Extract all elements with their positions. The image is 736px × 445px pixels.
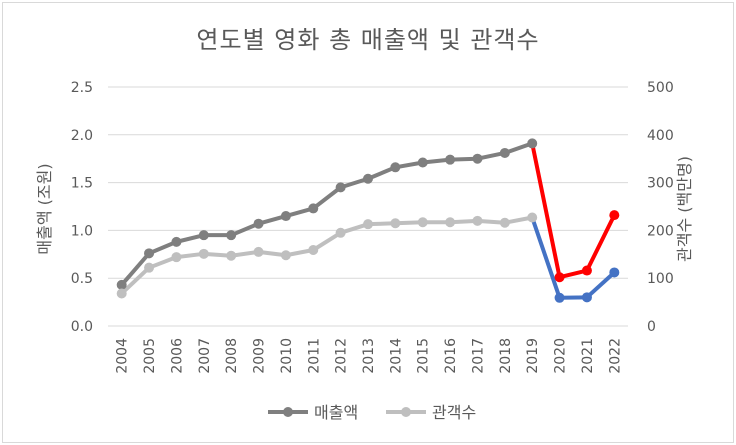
data-point-매출액-2016: [445, 154, 456, 165]
y-left-tick-label: 0.5: [71, 271, 93, 287]
series-segment-1: [584, 270, 617, 300]
data-point-매출액-2010: [280, 211, 291, 222]
gridlines: [108, 86, 628, 327]
data-point-관객수-2008: [226, 250, 237, 261]
y-axis-right-title: 관객수 (백만명): [675, 156, 694, 262]
x-tick-label: 2016: [443, 338, 459, 374]
data-point-매출액-2004: [116, 279, 127, 290]
data-point-매출액-2007: [198, 230, 209, 241]
data-point-관객수-2015: [417, 217, 428, 228]
legend: 매출액 관객수: [268, 403, 476, 422]
data-point-관객수-2013: [363, 219, 373, 230]
legend-label: 매출액: [314, 403, 358, 422]
data-point-관객수-2014: [390, 218, 401, 229]
y-right-tick-label: 0: [647, 319, 656, 335]
y-axis-right-ticks: 0 100 200 300 400 500: [647, 80, 674, 335]
data-point-매출액-2014: [390, 162, 401, 173]
legend-marker: [283, 407, 293, 417]
x-tick-label: 2007: [197, 338, 213, 374]
x-tick-label: 2015: [416, 338, 432, 374]
data-point-관객수-2007: [198, 248, 209, 259]
data-point-매출액-2022: [609, 210, 620, 221]
y-right-tick-label: 200: [647, 223, 674, 239]
data-point-관객수-2006: [171, 252, 182, 263]
data-point-매출액-2006: [171, 236, 182, 247]
legend-marker: [401, 407, 411, 417]
data-point-관객수-2010: [280, 250, 291, 261]
x-tick-label: 2013: [361, 338, 377, 374]
series-segment-1: [311, 230, 343, 252]
x-tick-label: 2011: [306, 338, 322, 374]
data-point-매출액-2008: [226, 230, 237, 241]
data-point-매출액-2018: [499, 147, 510, 158]
y-left-tick-label: 1.0: [71, 223, 93, 239]
x-tick-label: 2021: [580, 338, 596, 374]
data-point-관객수-2011: [308, 244, 319, 255]
data-point-관객수-2017: [472, 215, 483, 226]
y-right-tick-label: 500: [647, 80, 674, 96]
data-point-매출액-2020: [554, 272, 565, 283]
x-tick-label: 2012: [334, 338, 350, 374]
data-point-관객수-2022: [609, 267, 620, 278]
data-point-매출액-2009: [253, 218, 264, 229]
x-tick-label: 2014: [388, 338, 404, 374]
data-point-관객수-2020: [554, 292, 565, 303]
x-tick-label: 2019: [525, 338, 541, 374]
y-axis-left-title: 매출액 (조원): [35, 163, 54, 254]
data-point-관객수-2016: [445, 217, 456, 228]
x-tick-label: 2008: [224, 338, 240, 374]
x-tick-label: 2004: [115, 338, 131, 374]
data-point-관객수-2009: [253, 246, 264, 257]
data-point-관객수-2021: [581, 292, 592, 303]
series-segment-0: [530, 141, 562, 280]
y-axis-left-ticks: 0.0 0.5 1.0 1.5 2.0 2.5: [71, 80, 93, 335]
y-right-tick-label: 100: [647, 271, 674, 287]
data-point-매출액-2021: [581, 265, 592, 276]
y-right-tick-label: 400: [647, 128, 674, 144]
x-tick-label: 2020: [553, 338, 569, 374]
series-segment-1: [119, 265, 152, 296]
data-point-관객수-2018: [499, 217, 510, 228]
x-tick-label: 2006: [169, 338, 185, 374]
series-segment-0: [311, 185, 343, 211]
x-tick-label: 2017: [470, 338, 486, 374]
data-point-관객수-2019: [527, 212, 538, 223]
series-segment-0: [584, 213, 617, 273]
data-point-매출액-2013: [363, 173, 373, 184]
x-tick-label: 2005: [142, 338, 158, 374]
y-left-tick-label: 0.0: [71, 319, 93, 335]
y-left-tick-label: 1.5: [71, 176, 93, 192]
series-segment-0: [119, 251, 152, 287]
data-point-관객수-2004: [116, 288, 127, 299]
data-point-관객수-2005: [144, 262, 155, 273]
data-point-매출액-2012: [335, 182, 346, 193]
data-point-매출액-2017: [472, 153, 483, 164]
series-segment-1: [530, 215, 562, 300]
chart-title: 연도별 영화 총 매출액 및 관객수: [196, 26, 540, 54]
x-tick-label: 2022: [607, 338, 623, 374]
data-point-매출액-2015: [417, 157, 428, 168]
data-point-매출액-2011: [308, 203, 319, 214]
x-axis-ticks: 2004 2005 2006 2007 2008 2009 2010 2011 2012 2013…: [115, 338, 624, 374]
x-tick-label: 2018: [498, 338, 514, 374]
data-point-매출액-2019: [527, 138, 538, 149]
series-points: [116, 138, 620, 303]
y-left-tick-label: 2.0: [71, 128, 93, 144]
y-right-tick-label: 300: [647, 176, 674, 192]
x-tick-label: 2009: [252, 338, 268, 374]
data-point-관객수-2012: [335, 227, 346, 238]
y-left-tick-label: 2.5: [71, 80, 93, 96]
x-tick-label: 2010: [279, 338, 295, 374]
legend-label: 관객수: [432, 403, 476, 422]
data-point-매출액-2005: [144, 248, 155, 259]
